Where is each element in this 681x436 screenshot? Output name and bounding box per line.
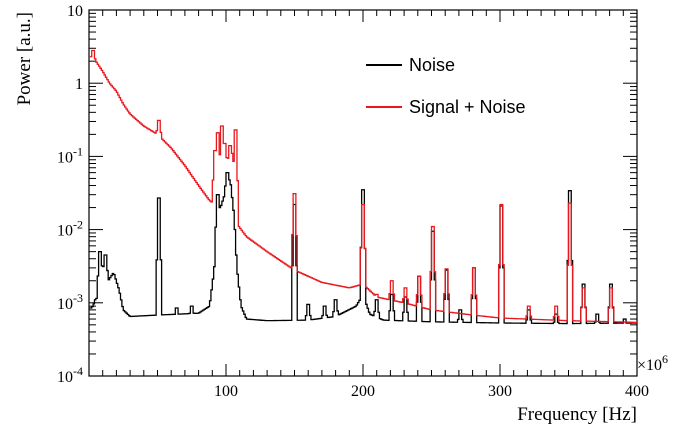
- series-layer: [89, 49, 637, 325]
- legend-label-noise: Noise: [409, 55, 455, 75]
- x-tick-labels: 100 200 300 400: [214, 383, 649, 400]
- y-tick-label: 10-4: [57, 364, 83, 386]
- x-tick-label: 200: [351, 383, 375, 400]
- y-tick-label: 10: [67, 3, 83, 20]
- x-tick-label: 300: [488, 383, 512, 400]
- y-tick-label: 10-2: [57, 218, 83, 240]
- x-axis-multiplier: ×106: [637, 352, 668, 374]
- y-tick-label: 1: [75, 76, 83, 93]
- x-tick-label: 100: [214, 383, 238, 400]
- y-axis-title: Power [a.u.]: [14, 12, 35, 105]
- series-noise-line: [89, 171, 637, 325]
- legend: Noise Signal + Noise: [366, 55, 526, 117]
- y-tick-label: 10-3: [57, 291, 83, 313]
- legend-label-signal-noise: Signal + Noise: [409, 97, 526, 117]
- y-tick-labels: 10 1 10-1 10-2 10-3 10-4: [57, 3, 83, 386]
- x-axis-title: Frequency [Hz]: [517, 404, 637, 425]
- x-tick-label: 400: [625, 383, 649, 400]
- series-signal-noise-line: [89, 49, 637, 324]
- y-tick-label: 10-1: [57, 144, 83, 166]
- axis-ticks: [88, 9, 638, 377]
